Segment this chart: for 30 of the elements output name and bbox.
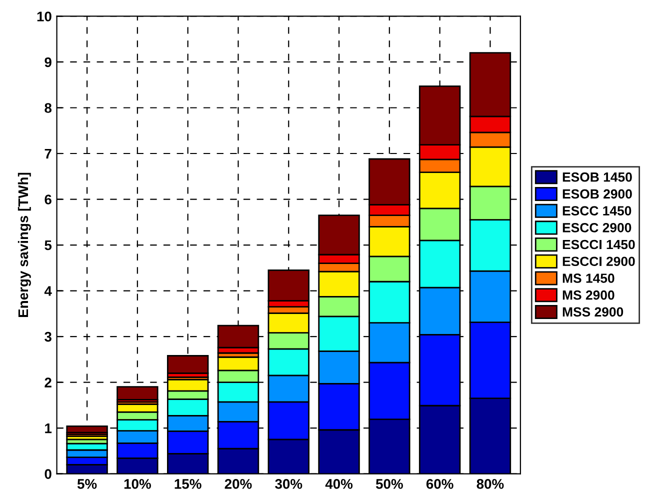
legend-label: MSS 2900 xyxy=(562,307,624,317)
y-tick-label: 2 xyxy=(44,378,52,388)
y-tick-label: 8 xyxy=(44,103,52,113)
x-tick-label: 20% xyxy=(224,479,252,489)
y-tick-label: 6 xyxy=(44,194,52,204)
legend-label: ESOB 1450 xyxy=(562,172,632,182)
y-axis-title: Energy savings [TWh] xyxy=(18,172,31,318)
y-tick-label: 1 xyxy=(45,424,52,434)
y-tick-label: 3 xyxy=(44,332,52,342)
x-tick-label: 50% xyxy=(376,479,403,489)
x-tick-label: 15% xyxy=(174,479,202,489)
x-tick-label: 30% xyxy=(275,479,302,489)
legend-label: MS 1450 xyxy=(562,274,614,283)
legend-label: ESCC 2900 xyxy=(562,222,632,232)
y-tick-label: 7 xyxy=(44,148,52,159)
legend-label: ESCCI 1450 xyxy=(562,240,635,250)
y-tick-label: 4 xyxy=(44,286,52,296)
x-tick-label: 5% xyxy=(77,479,97,489)
y-tick-label: 10 xyxy=(37,12,52,22)
y-tick-label: 0 xyxy=(44,469,52,479)
x-tick-label: 40% xyxy=(325,479,353,489)
x-tick-label: 10% xyxy=(124,479,151,489)
x-tick-label: 60% xyxy=(426,479,454,489)
legend-label: ESOB 2900 xyxy=(562,189,632,199)
y-tick-label: 9 xyxy=(44,57,52,68)
legend-label: ESCCI 2900 xyxy=(562,256,635,266)
x-tick-label: 80% xyxy=(476,479,504,489)
y-tick-label: 5 xyxy=(44,240,52,250)
legend-label: ESCC 1450 xyxy=(562,206,632,216)
legend-label: MS 2900 xyxy=(562,290,614,300)
